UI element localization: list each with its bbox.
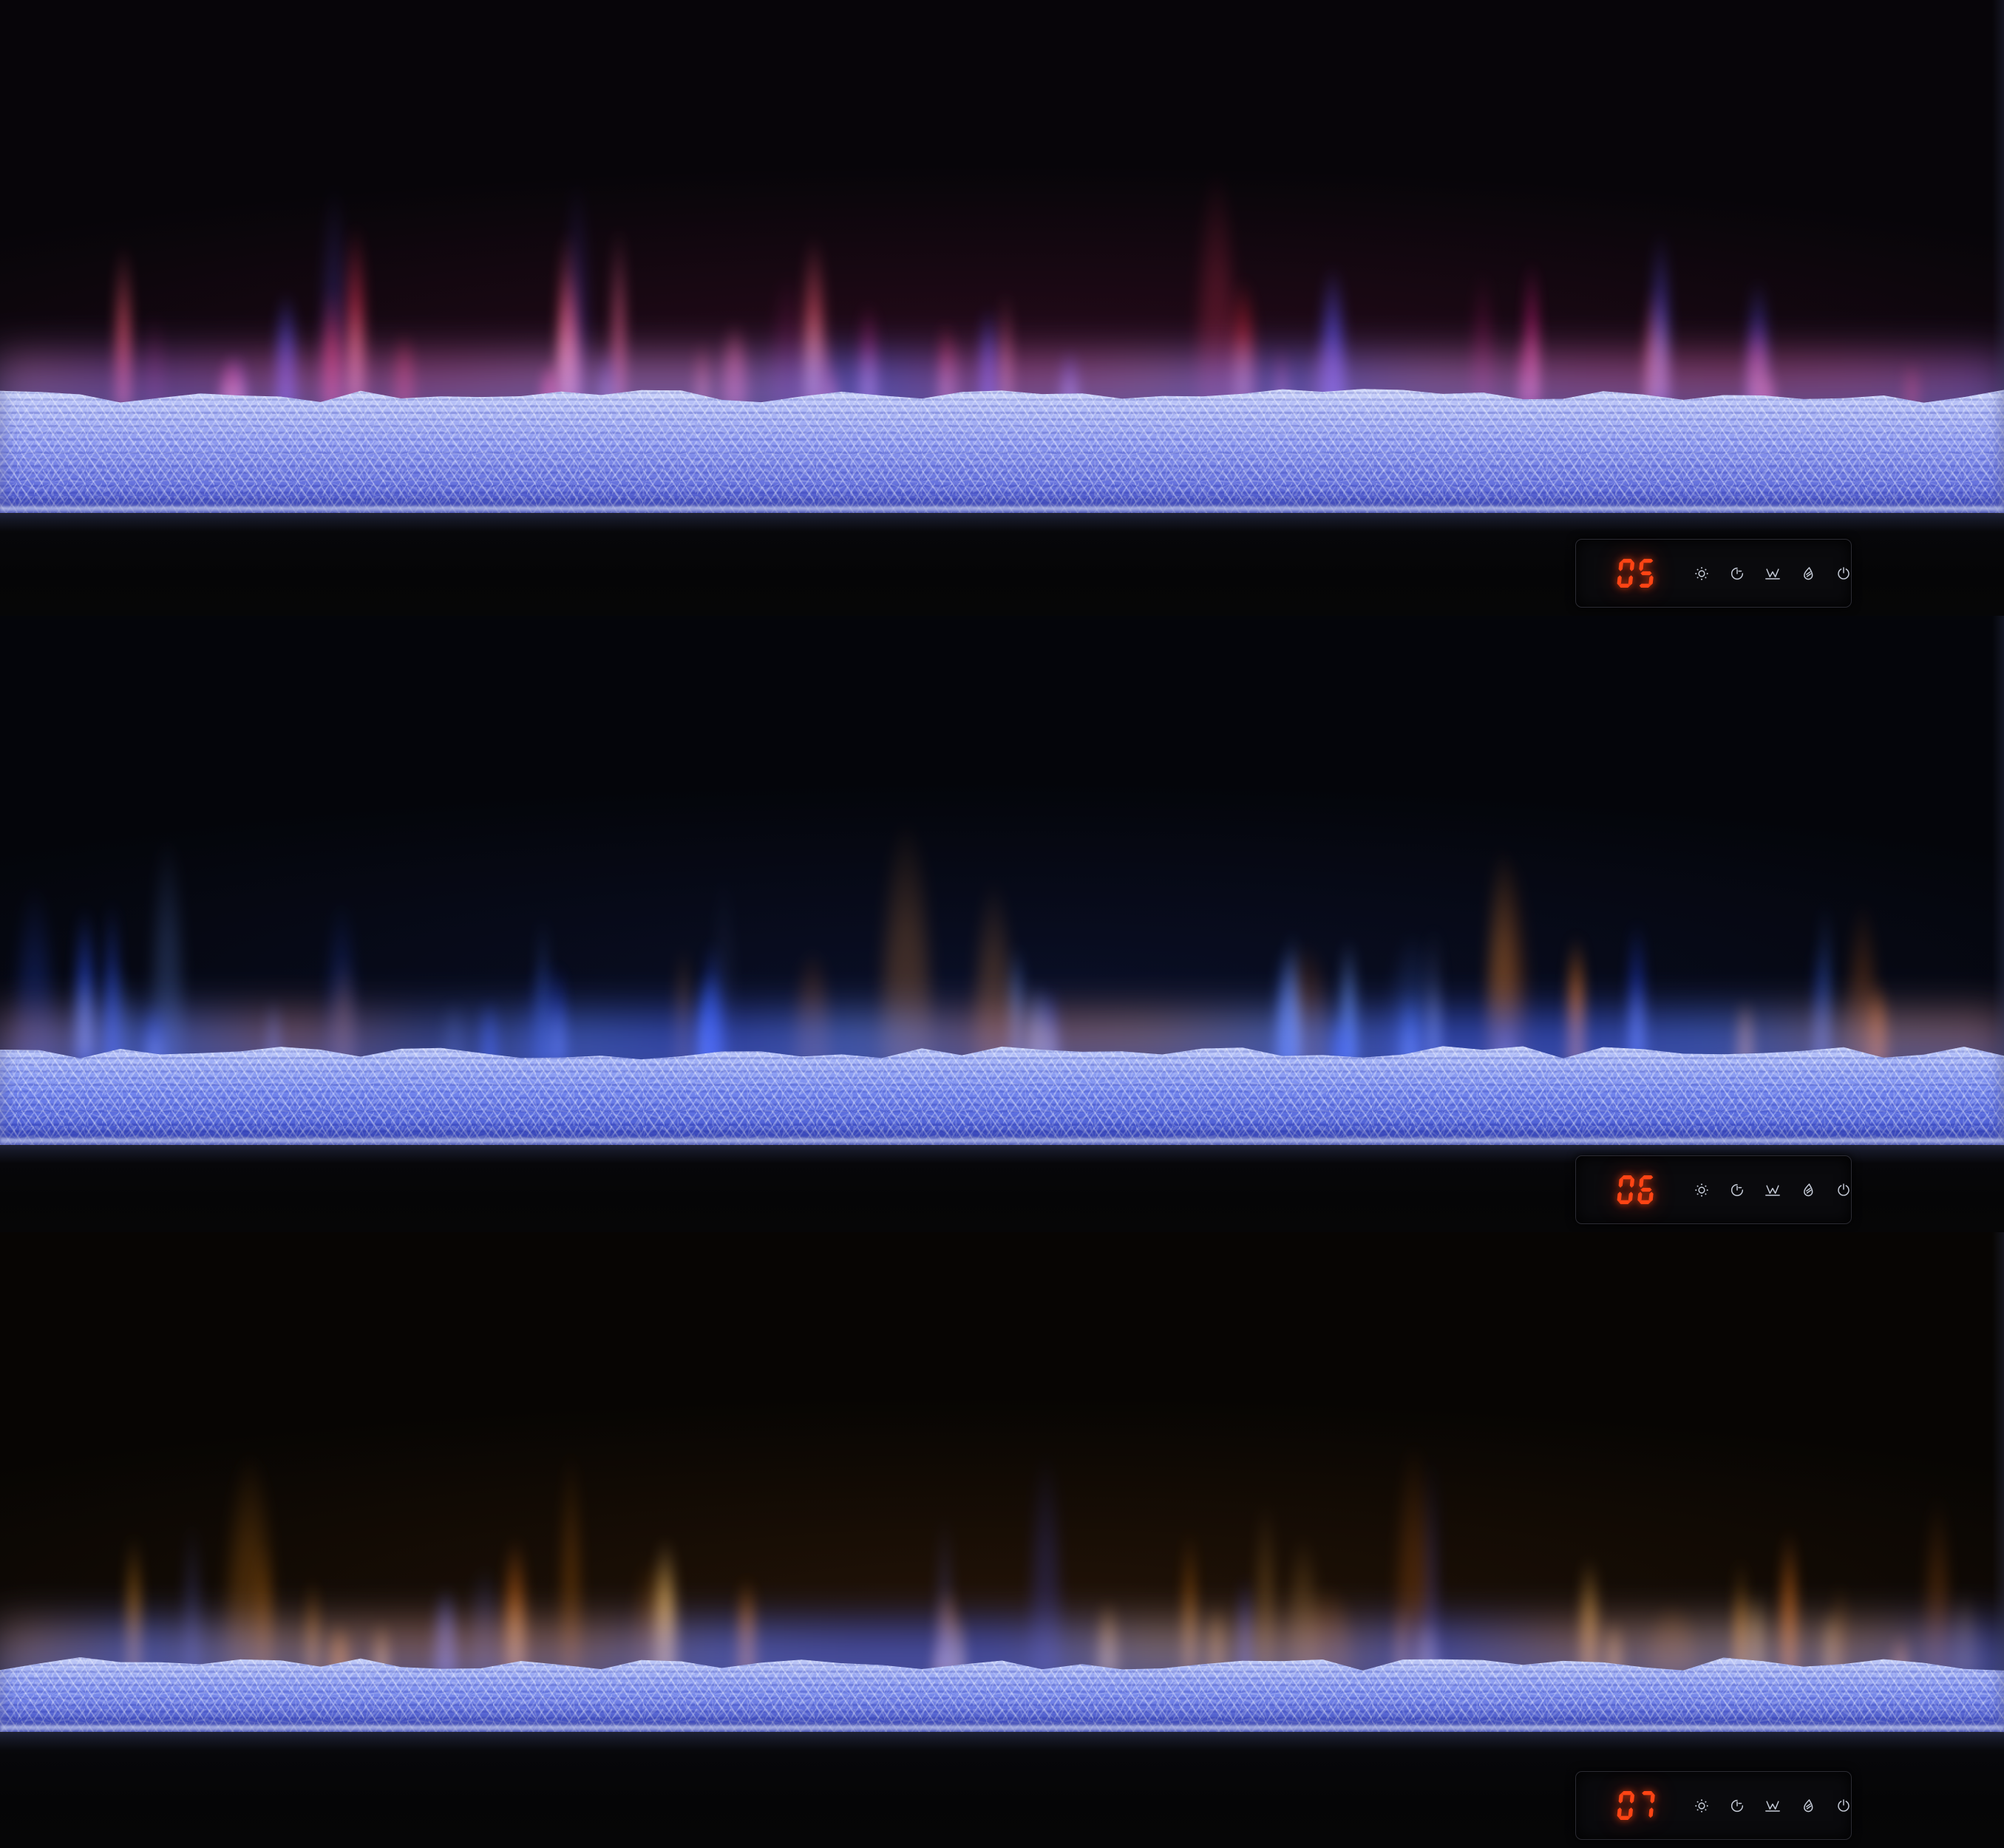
brightness-icon[interactable] — [1694, 565, 1710, 582]
crystal-bed — [0, 1046, 2004, 1146]
flame-bed-icon[interactable] — [1764, 1182, 1781, 1198]
flame-effects — [0, 1232, 2004, 1675]
power-icon[interactable] — [1835, 565, 1852, 582]
mode-display — [1616, 1175, 1660, 1206]
control-panel — [1575, 539, 1852, 608]
power-icon[interactable] — [1835, 1182, 1852, 1198]
power-icon[interactable] — [1835, 1798, 1852, 1814]
timer-icon[interactable] — [1729, 1798, 1745, 1814]
flame-effects — [0, 0, 2004, 407]
control-panel — [1575, 1155, 1852, 1224]
brightness-icon[interactable] — [1694, 1182, 1710, 1198]
fireplace-variant-3 — [0, 1232, 2004, 1848]
mode-display — [1616, 558, 1660, 589]
flame-effects — [0, 616, 2004, 1064]
crystal-bed — [0, 389, 2004, 514]
control-icons — [1694, 1182, 1852, 1198]
control-icons — [1694, 565, 1852, 582]
mode-display — [1616, 1790, 1660, 1821]
crystal-bed — [0, 1657, 2004, 1733]
timer-icon[interactable] — [1729, 565, 1745, 582]
flame-color-icon[interactable] — [1800, 1798, 1816, 1814]
control-panel — [1575, 1771, 1852, 1840]
flame-color-icon[interactable] — [1800, 565, 1816, 582]
flame-color-icon[interactable] — [1800, 1182, 1816, 1198]
control-icons — [1694, 1798, 1852, 1814]
timer-icon[interactable] — [1729, 1182, 1745, 1198]
fireplace-variant-1 — [0, 0, 2004, 616]
flame-bed-icon[interactable] — [1764, 565, 1781, 582]
flame-bed-icon[interactable] — [1764, 1798, 1781, 1814]
fireplace-variant-2 — [0, 616, 2004, 1232]
brightness-icon[interactable] — [1694, 1798, 1710, 1814]
